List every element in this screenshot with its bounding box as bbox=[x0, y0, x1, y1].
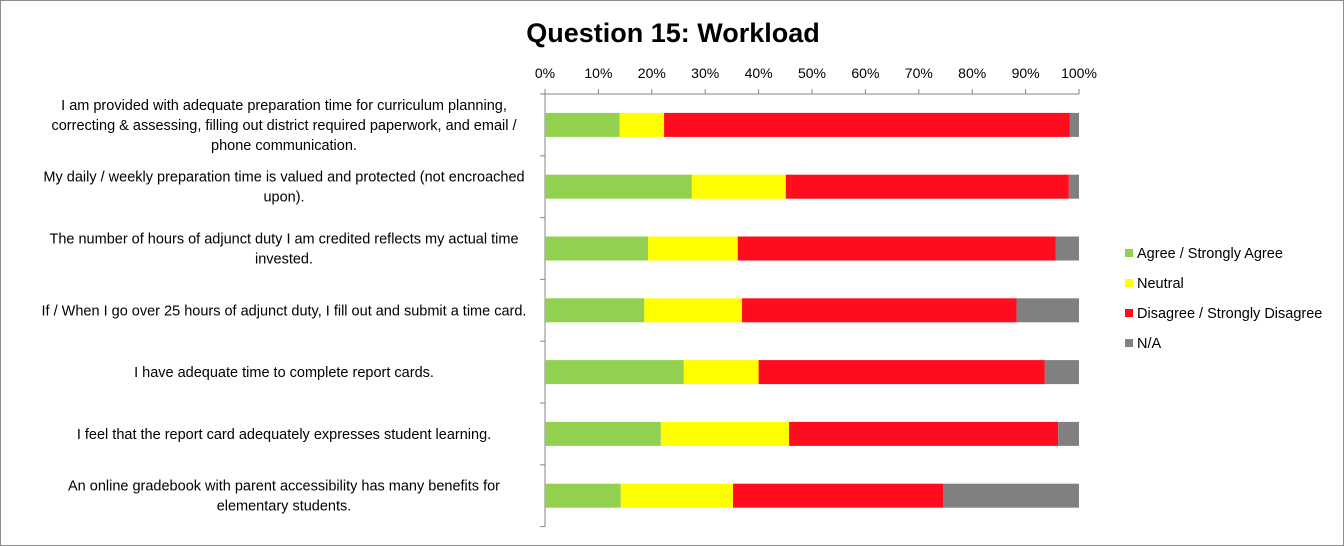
x-tick-label: 50% bbox=[798, 65, 826, 81]
bar-segment bbox=[1058, 422, 1079, 446]
bar-segment bbox=[1069, 175, 1079, 199]
bar-segment bbox=[789, 422, 1058, 446]
bar-segment bbox=[1017, 298, 1079, 322]
category-label: The number of hours of adjunct duty I am… bbox=[49, 232, 518, 248]
legend-swatch bbox=[1125, 339, 1133, 347]
x-tick-label: 20% bbox=[638, 65, 666, 81]
bar-segment bbox=[545, 175, 692, 199]
legend: Agree / Strongly Agree Neutral Disagree / … bbox=[1125, 246, 1322, 352]
x-tick-label: 40% bbox=[745, 65, 773, 81]
category-label: I am provided with adequate preparation … bbox=[61, 98, 507, 114]
category-label: An online gradebook with parent accessib… bbox=[68, 479, 500, 495]
legend-swatch bbox=[1125, 279, 1133, 287]
bar-segment bbox=[648, 237, 738, 261]
category-label: If / When I go over 25 hours of adjunct … bbox=[42, 303, 527, 319]
bar-segment bbox=[1045, 360, 1079, 384]
category-label: invested. bbox=[255, 252, 313, 268]
x-tick-label: 60% bbox=[851, 65, 879, 81]
bar-segment bbox=[684, 360, 759, 384]
bar-segment bbox=[545, 422, 661, 446]
x-tick-label: 10% bbox=[584, 65, 612, 81]
bar-segment bbox=[545, 360, 684, 384]
bar-segment bbox=[664, 113, 1070, 137]
bar-segment bbox=[621, 484, 733, 508]
x-tick-label: 70% bbox=[905, 65, 933, 81]
bar-segment bbox=[1056, 237, 1079, 261]
category-label: elementary students. bbox=[217, 499, 352, 515]
bar-segment bbox=[661, 422, 789, 446]
x-tick-label: 0% bbox=[535, 65, 555, 81]
category-label: phone communication. bbox=[211, 138, 357, 154]
chart-title: Question 15: Workload bbox=[526, 18, 820, 48]
bar-segment bbox=[545, 113, 620, 137]
category-label: My daily / weekly preparation time is va… bbox=[43, 170, 524, 186]
legend-entry: N/A bbox=[1137, 336, 1162, 352]
category-label: correcting & assessing, filling out dist… bbox=[51, 118, 517, 134]
bar-segment bbox=[738, 237, 1056, 261]
x-tick-label: 30% bbox=[691, 65, 719, 81]
bar-segment bbox=[545, 237, 648, 261]
x-tick-label: 100% bbox=[1061, 65, 1097, 81]
bar-segment bbox=[786, 175, 1069, 199]
category-label: I have adequate time to complete report … bbox=[134, 365, 434, 381]
bar-segment bbox=[620, 113, 664, 137]
bar-segment bbox=[545, 298, 644, 322]
bar-segment bbox=[733, 484, 943, 508]
bar-segment bbox=[692, 175, 786, 199]
category-label: I feel that the report card adequately e… bbox=[77, 427, 491, 443]
bars bbox=[545, 113, 1079, 508]
bar-segment bbox=[943, 484, 1079, 508]
x-tick-label: 90% bbox=[1012, 65, 1040, 81]
bar-segment bbox=[759, 360, 1045, 384]
category-labels: I am provided with adequate preparation … bbox=[42, 98, 527, 515]
legend-entry: Agree / Strongly Agree bbox=[1137, 246, 1283, 262]
legend-entry: Neutral bbox=[1137, 276, 1184, 292]
bar-segment bbox=[644, 298, 742, 322]
category-label: upon). bbox=[263, 190, 304, 206]
x-tick-label: 80% bbox=[958, 65, 986, 81]
bar-segment bbox=[742, 298, 1016, 322]
legend-swatch bbox=[1125, 249, 1133, 257]
legend-swatch bbox=[1125, 309, 1133, 317]
bar-segment bbox=[545, 484, 621, 508]
bar-segment bbox=[1070, 113, 1079, 137]
legend-entry: Disagree / Strongly Disagree bbox=[1137, 306, 1322, 322]
